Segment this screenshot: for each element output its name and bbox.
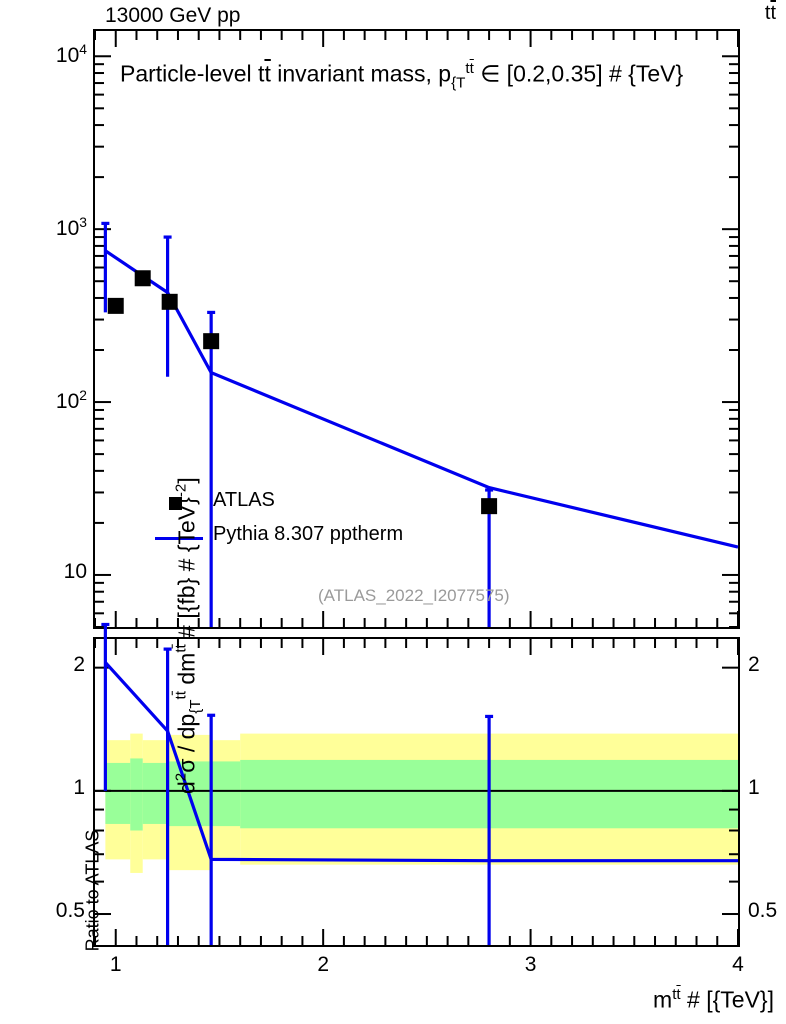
mc-error-bar (207, 310, 216, 627)
y-tick-label: 102 (55, 387, 87, 414)
band-segment (105, 762, 131, 824)
ratio-plot-canvas (94, 622, 739, 945)
data-point-marker (134, 270, 151, 287)
mc-error-bar (101, 221, 110, 313)
ratio-plot-panel (93, 622, 740, 947)
y-axis-ticks (95, 55, 738, 628)
x-tick-label: 3 (524, 953, 537, 976)
legend-label-pythia: Pythia 8.307 pptherm (213, 523, 404, 545)
y-tick-label: 104 (55, 41, 87, 68)
ratio-error-bar (101, 622, 110, 791)
band-segment (142, 762, 168, 824)
plot-title: Particle-level tt invariant mass, p{Ttt … (120, 60, 684, 92)
ratio-y-tick-label-right: 0.5 (748, 899, 778, 923)
data-point-marker (161, 293, 178, 310)
x-axis-ticks (94, 639, 739, 945)
main-plot-canvas (94, 31, 739, 628)
data-point-marker (481, 498, 498, 515)
ratio-error-bar (485, 714, 494, 945)
x-tick-label: 2 (317, 953, 329, 976)
x-axis-title: mtt # [{TeV}] (653, 986, 774, 1013)
legend-line-icon (155, 537, 203, 540)
y-axis-title: d2σ / dp{Ttt dmtt # [{fb} # {TeV}-2] (172, 477, 204, 794)
ratio-error-bar (207, 713, 216, 945)
main-plot-panel (93, 29, 740, 629)
data-point-marker (203, 333, 220, 350)
x-tick-label: 4 (732, 953, 744, 976)
y-tick-label: 103 (55, 214, 87, 241)
beam-energy-label: 13000 GeV pp (105, 4, 241, 27)
ratio-y-tick-label-right: 1 (748, 775, 760, 799)
analysis-watermark: (ATLAS_2022_I2077575) (318, 586, 510, 605)
legend-label-atlas: ATLAS (213, 489, 275, 511)
band-segment (130, 758, 143, 831)
x-tick-label: 1 (109, 953, 122, 976)
legend-marker-square-icon (169, 497, 182, 510)
ratio-y-tick-label-right: 2 (748, 652, 760, 676)
x-axis-ticks (94, 31, 739, 627)
ratio-axis-title: Ratio to ATLAS (82, 829, 103, 952)
process-label: tt (764, 2, 776, 24)
ratio-y-tick-label-left: 2 (73, 652, 85, 676)
ratio-y-tick-label-left: 0.5 (55, 899, 85, 923)
data-point-marker (107, 297, 124, 314)
ratio-error-bar (163, 647, 172, 945)
y-tick-label: 10 (63, 559, 87, 583)
band-segment (167, 761, 241, 827)
ratio-y-tick-label-left: 1 (73, 775, 85, 799)
